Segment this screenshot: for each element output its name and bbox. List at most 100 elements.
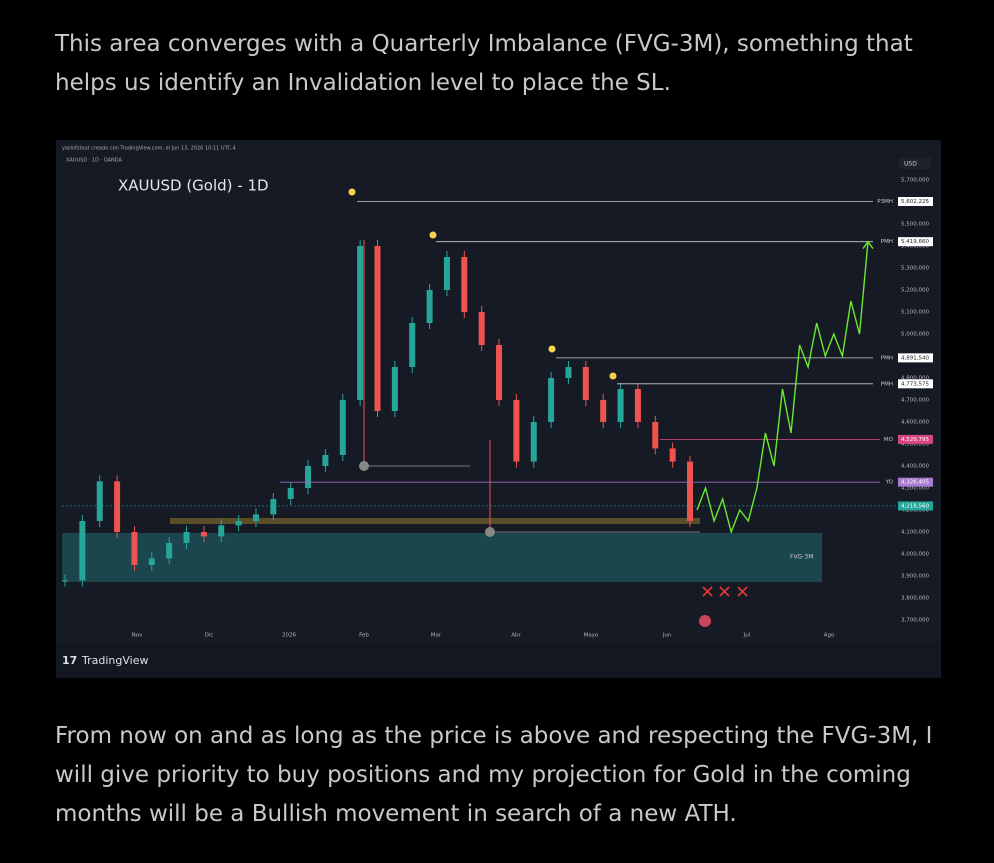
brand-logo: 𝟭𝟳: [62, 654, 77, 667]
fvg-zone: [62, 533, 822, 582]
price-tick-label: 5,100,000: [901, 310, 929, 316]
candle: [62, 580, 68, 582]
level-name: PMH: [881, 355, 893, 361]
candle: [305, 466, 312, 488]
candle: [652, 422, 659, 449]
candle: [687, 461, 693, 521]
background: [56, 140, 941, 678]
candle: [617, 389, 624, 422]
candle: [461, 257, 468, 312]
month-label: Feb: [359, 633, 369, 639]
price-tick-label: 4,800,000: [901, 376, 929, 382]
candle: [582, 367, 589, 400]
level-box: [898, 353, 933, 363]
candle: [322, 455, 329, 466]
candle: [409, 323, 416, 367]
level-box: [898, 197, 933, 207]
month-label: Jul: [743, 633, 751, 639]
price-tick-label: 5,200,000: [901, 288, 929, 294]
current-price-box: [898, 501, 933, 511]
price-tick-label: 3,900,000: [901, 574, 929, 580]
price-tick-label: 4,700,000: [901, 398, 929, 404]
price-tick-label: 5,300,000: [901, 266, 929, 272]
month-label: 2026: [282, 633, 296, 639]
candle: [96, 481, 103, 521]
month-label: Jun: [662, 633, 672, 639]
level-label: 5,419,660: [901, 239, 929, 245]
candle: [218, 525, 225, 537]
level-box: [898, 434, 933, 444]
candle: [496, 345, 503, 400]
candle: [235, 521, 242, 526]
candle: [270, 499, 277, 515]
candle: [513, 400, 520, 462]
candle: [530, 422, 537, 462]
level-label: 5,602,225: [901, 199, 929, 205]
imbalance-band: [170, 518, 700, 524]
candle: [200, 532, 207, 537]
candle: [634, 389, 641, 422]
chart-title: XAUUSD (Gold) - 1D: [118, 177, 269, 195]
price-tick-label: 4,200,000: [901, 508, 929, 514]
candle: [548, 378, 555, 422]
candle: [565, 367, 572, 378]
level-name: MO: [884, 437, 894, 443]
candle: [166, 543, 173, 559]
candle: [426, 290, 433, 323]
price-tick-label: 4,300,000: [901, 486, 929, 492]
price-tick-label: 4,400,000: [901, 464, 929, 470]
level-box: [898, 379, 933, 389]
price-tick-label: 4,500,000: [901, 442, 929, 448]
level-label: 4,891,540: [901, 355, 929, 361]
candle: [669, 448, 676, 462]
candle: [391, 367, 398, 411]
candle: [131, 532, 138, 565]
paragraph: From now on and as long as the price is …: [55, 723, 933, 827]
symbol-line: XAUUSD · 1D · OANDA: [66, 158, 123, 164]
candle: [287, 488, 294, 499]
chart-screenshot: yaslofstout creado con TradingView.com, …: [56, 140, 941, 678]
level-label: 4,773,575: [901, 381, 929, 387]
header: yaslofstout creado con TradingView.com, …: [62, 146, 236, 152]
candle: [252, 514, 259, 521]
price-tick-label: 3,800,000: [901, 596, 929, 602]
event-icon: [699, 615, 711, 627]
price-tick-label: 4,000,000: [901, 552, 929, 558]
candle: [374, 246, 381, 411]
candle: [600, 400, 607, 422]
candle: [183, 532, 190, 543]
candle: [357, 246, 364, 400]
month-label: Ago: [824, 633, 835, 639]
month-label: Mayo: [584, 633, 599, 639]
candle: [79, 521, 86, 581]
month-label: Nov: [132, 633, 143, 639]
paragraph: This area converges with a Quarterly Imb…: [55, 31, 913, 96]
pwl-markers: [359, 240, 700, 537]
x-marks: [702, 586, 748, 597]
month-label: Mar: [431, 633, 442, 639]
candle: [339, 400, 346, 455]
level-name: YO: [885, 480, 894, 486]
level-label: 4,520,795: [901, 437, 929, 443]
level-name: PMH: [881, 381, 893, 387]
projection-arrow: [862, 240, 874, 250]
current-price-label: 4,218,560: [901, 503, 929, 509]
brand: TradingView: [81, 654, 148, 667]
price-tick-label: 3,700,000: [901, 618, 929, 624]
level-box: [898, 477, 933, 487]
month-label: Abr: [511, 633, 521, 639]
level-name: P3MH: [877, 199, 893, 205]
candle: [148, 558, 155, 565]
currency-box: [899, 158, 931, 169]
candle: [443, 257, 450, 290]
fvg-label: FVG-3M: [790, 554, 813, 561]
month-label: Dic: [205, 633, 214, 639]
price-tick-label: 5,000,000: [901, 332, 929, 338]
price-tick-label: 5,400,000: [901, 244, 929, 250]
projection-line: [696, 241, 869, 535]
candle: [478, 312, 485, 345]
price-tick-label: 4,600,000: [901, 420, 929, 426]
price-tick-label: 5,700,000: [901, 178, 929, 184]
bulbs: [348, 188, 617, 380]
